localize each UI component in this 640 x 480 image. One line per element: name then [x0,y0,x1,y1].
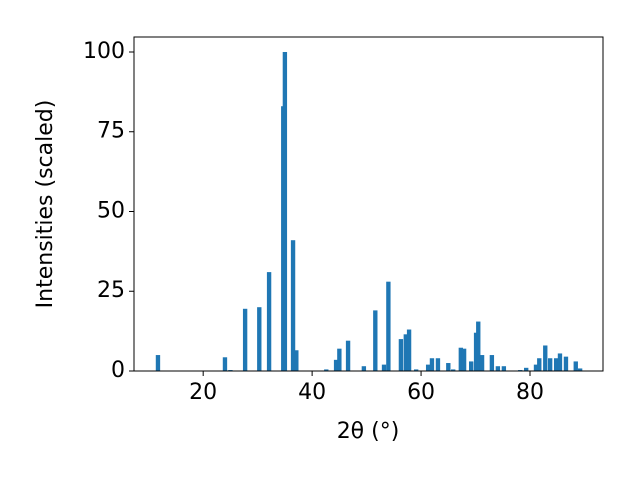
bar [461,348,467,371]
bar [524,367,529,371]
bar [294,350,299,371]
bar [381,364,387,371]
bar [458,347,464,371]
bar [324,369,329,371]
bar [429,358,435,371]
bar [373,310,378,371]
x-tick-label: 40 [298,380,326,405]
bar [489,355,495,371]
bar [495,366,501,371]
bar [266,272,272,371]
bar [479,355,485,371]
bar [333,359,339,371]
bar [501,366,507,371]
bar [361,366,367,371]
bar [345,340,351,371]
y-tick-label: 0 [111,358,125,383]
y-tick-label: 75 [97,119,125,144]
bar [543,345,548,371]
bar [469,361,474,371]
bar [435,358,441,371]
bar [451,369,456,371]
bar [547,358,553,371]
bar [533,364,539,371]
y-tick-label: 100 [83,39,125,64]
bar [398,339,404,371]
x-tick-label: 60 [407,380,435,405]
x-tick-label: 20 [189,380,217,405]
y-tick-label: 25 [97,278,125,303]
bar [553,358,559,371]
x-axis-label: 2θ (°) [337,419,400,444]
bar [446,363,451,371]
bar [573,361,578,371]
bar [406,329,412,371]
bar [242,308,248,371]
bar [282,51,288,371]
bar [290,240,296,371]
bar [413,369,419,371]
plot-frame [133,36,604,372]
bar [557,353,563,371]
y-axis-label: Intensities (scaled) [33,100,58,309]
bar [155,355,161,371]
bar [403,334,408,371]
bar [577,368,583,371]
bar [563,356,569,371]
y-tick-label: 50 [97,198,125,223]
bar [257,307,262,371]
bar [476,321,481,371]
bar [537,358,542,371]
bar [386,281,391,371]
bar [222,357,228,371]
bar [337,348,342,371]
bar [425,364,431,371]
x-tick-label: 80 [516,380,544,405]
